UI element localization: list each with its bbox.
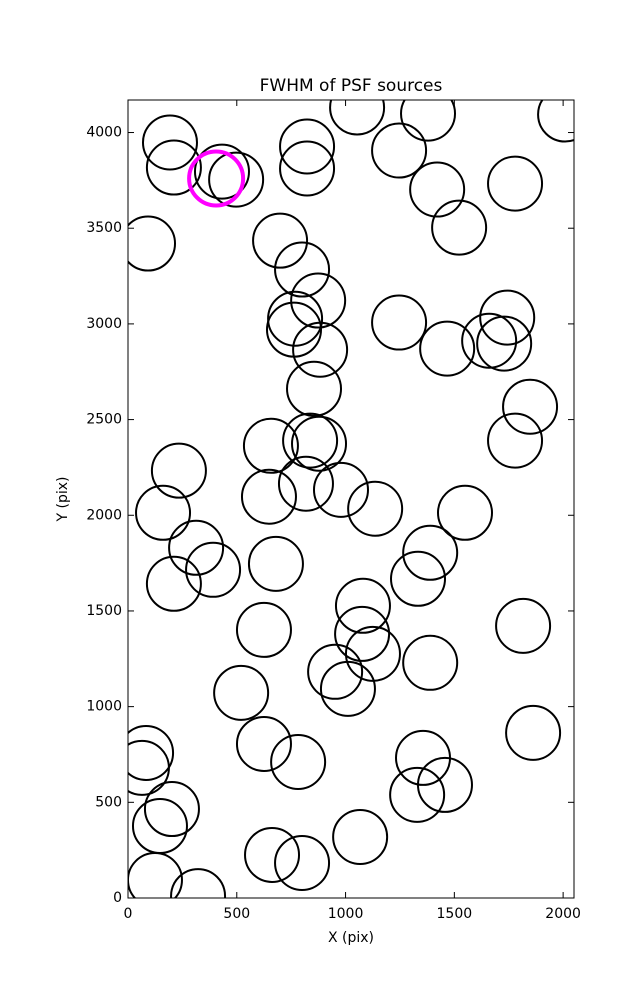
source-circle: [290, 272, 347, 329]
source-circle: [128, 724, 175, 781]
y-tick-label: 1000: [86, 699, 122, 715]
x-tick-label: 2000: [545, 906, 581, 922]
source-circle: [128, 852, 183, 898]
source-circle: [235, 601, 292, 658]
y-tick-label: 1500: [86, 603, 122, 619]
source-circle: [193, 143, 250, 200]
source-circle: [400, 100, 457, 142]
plot-area: [128, 100, 574, 898]
source-circle: [307, 643, 364, 700]
source-circle: [170, 868, 227, 898]
x-tick-label: 1000: [328, 906, 364, 922]
source-circle: [244, 826, 301, 883]
x-axis-label: X (pix): [328, 930, 374, 946]
source-circle: [131, 798, 188, 855]
source-circle: [274, 834, 331, 891]
source-circle: [319, 660, 376, 717]
source-circle: [208, 151, 265, 208]
source-circle: [135, 484, 192, 541]
y-tick-label: 4000: [86, 125, 122, 141]
source-circle: [495, 597, 552, 654]
source-circle: [240, 468, 297, 525]
y-tick-label: 3000: [86, 316, 122, 332]
source-circle: [402, 524, 459, 581]
source-circle: [409, 161, 466, 218]
source-circle: [334, 605, 391, 662]
source-circle: [291, 415, 348, 472]
source-circle: [502, 378, 559, 435]
source-circle: [252, 212, 309, 269]
source-circle: [282, 412, 339, 469]
source-circle: [141, 114, 198, 171]
source-circle: [277, 455, 334, 512]
source-circle: [332, 808, 389, 865]
x-tick-label: 1500: [437, 906, 473, 922]
y-tick-label: 0: [113, 890, 122, 906]
source-circle: [437, 484, 494, 541]
source-circle: [274, 241, 331, 298]
source-circle: [242, 417, 299, 474]
source-circle: [487, 155, 544, 212]
source-circle: [505, 704, 562, 761]
y-tick-label: 500: [95, 794, 122, 810]
source-circle: [185, 541, 242, 598]
y-tick-label: 2000: [86, 507, 122, 523]
source-circle: [279, 118, 336, 175]
source-circle: [168, 519, 225, 576]
source-circle: [145, 555, 202, 612]
source-circle: [479, 289, 536, 346]
y-tick-label: 2500: [86, 412, 122, 428]
y-axis-label: Y (pix): [55, 477, 71, 523]
source-circle: [187, 149, 246, 208]
source-circle: [235, 715, 292, 772]
source-circle: [334, 577, 391, 634]
source-circle: [128, 215, 177, 272]
source-circle: [145, 139, 202, 196]
chart-title: FWHM of PSF sources: [260, 76, 443, 96]
y-tick-label: 3500: [86, 220, 122, 236]
x-tick-label: 0: [124, 906, 133, 922]
source-circle: [267, 290, 324, 347]
source-circle: [371, 294, 428, 351]
source-circle: [150, 442, 207, 499]
plot-frame: [127, 99, 575, 899]
source-circle: [312, 461, 369, 518]
source-circle: [128, 739, 170, 796]
source-circle: [389, 766, 446, 823]
source-circle: [416, 756, 473, 813]
x-tick-label: 500: [223, 906, 250, 922]
source-circle: [431, 199, 488, 256]
source-circle: [390, 550, 447, 607]
source-circle: [347, 480, 404, 537]
source-circle: [402, 634, 459, 691]
source-circle: [286, 360, 343, 417]
source-circle: [371, 122, 428, 179]
source-circle: [213, 664, 270, 721]
source-circle: [270, 733, 327, 790]
source-circle: [461, 312, 518, 369]
source-circle: [247, 535, 304, 592]
source-circle: [279, 140, 336, 197]
source-circle: [537, 100, 574, 143]
source-circle: [143, 781, 200, 838]
source-circle: [329, 100, 386, 136]
source-circle: [487, 412, 544, 469]
source-circle: [476, 315, 533, 372]
source-circle: [419, 320, 476, 377]
source-circle: [292, 321, 349, 378]
